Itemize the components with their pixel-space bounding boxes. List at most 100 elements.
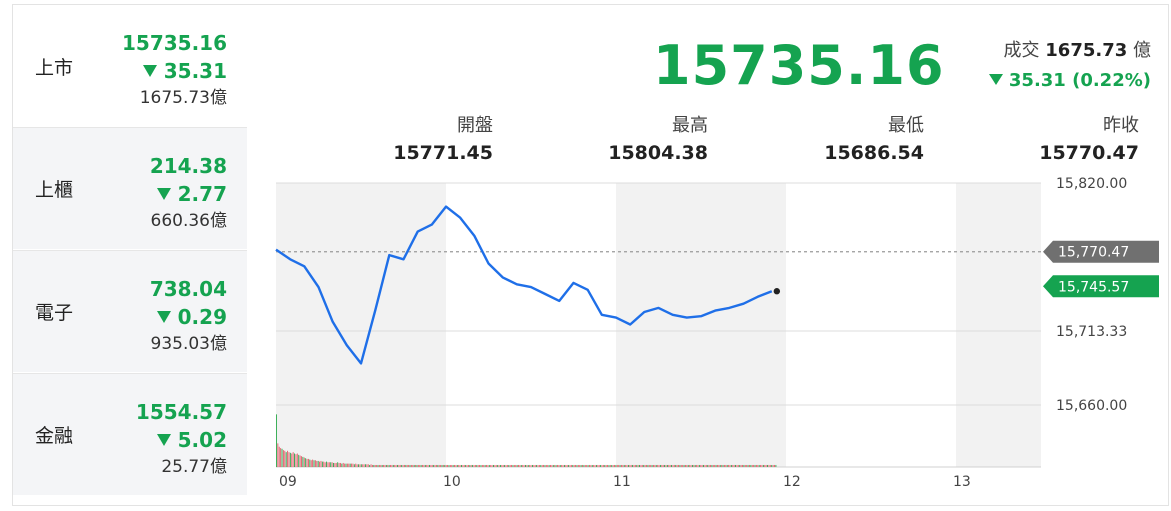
volume-bar — [403, 464, 405, 467]
x-tick-label: 11 — [613, 474, 631, 490]
volume-bar — [309, 459, 311, 467]
volume-bar — [714, 464, 716, 467]
volume-bar — [473, 464, 475, 467]
volume-bar — [583, 464, 585, 467]
volume-bar — [591, 464, 593, 467]
stat-low: 最低 15686.54 — [784, 113, 924, 167]
x-tick-label: 09 — [279, 474, 297, 490]
down-triangle-icon — [142, 64, 157, 77]
index-change: 35.31 — [163, 59, 227, 83]
volume-bar — [367, 464, 369, 467]
volume-bar — [737, 464, 739, 467]
volume-bar — [462, 464, 464, 467]
volume-bar — [536, 464, 538, 467]
volume-bar — [733, 464, 735, 467]
volume-bar — [484, 464, 486, 467]
turnover: 成交 1675.73 億 — [1004, 37, 1151, 65]
volume-bar — [527, 464, 529, 467]
index-name: 電子 — [35, 302, 74, 324]
volume-bar — [455, 464, 457, 467]
volume-bar — [687, 464, 689, 467]
volume-bar — [299, 455, 301, 467]
market-index-widget: 上市 15735.16 35.31 1675.73億 上櫃 214.38 2.7… — [12, 4, 1169, 506]
volume-bar — [461, 464, 462, 467]
volume-bar — [543, 464, 545, 467]
volume-bar — [534, 464, 536, 467]
volume-bar — [289, 452, 291, 467]
stat-label: 最低 — [888, 115, 924, 136]
index-price: 15735.16 — [121, 31, 227, 55]
down-triangle-icon — [156, 187, 171, 200]
volume-bar — [376, 464, 378, 467]
volume-bar — [676, 464, 678, 467]
intraday-chart[interactable]: 15,820.00 15,713.33 15,660.00 09 10 11 12 13 15,… — [13, 5, 1168, 505]
volume-bar — [673, 464, 675, 467]
volume-bar — [607, 464, 609, 467]
volume-bar — [749, 464, 750, 467]
volume-bar — [390, 464, 391, 467]
volume-bar — [764, 464, 766, 467]
stat-high: 最高 15804.38 — [568, 113, 708, 167]
volume-bar — [408, 464, 410, 467]
volume-bar — [650, 464, 652, 467]
volume-bar — [725, 464, 727, 467]
volume-bar — [717, 464, 718, 467]
volume-bar — [644, 464, 646, 467]
volume-bar — [344, 463, 346, 467]
volume-bar — [774, 464, 775, 467]
volume-bar — [715, 464, 717, 467]
volume-bar — [602, 464, 604, 467]
volume-bar — [557, 464, 558, 467]
volume-bar — [586, 464, 588, 467]
volume-bar — [399, 464, 401, 467]
volume-bar — [641, 464, 643, 467]
volume-bar — [301, 456, 302, 467]
volume-bar — [476, 464, 478, 467]
volume-bar — [486, 464, 487, 467]
price-line — [275, 205, 773, 365]
volume-bar — [359, 464, 361, 467]
volume-bar — [579, 464, 581, 467]
volume-bar — [707, 464, 709, 467]
hour-band — [276, 183, 446, 467]
volume-bar — [458, 464, 460, 467]
volume-bar — [415, 464, 417, 467]
volume-bar — [710, 464, 711, 467]
volume-bar — [349, 463, 351, 467]
volume-bar — [352, 463, 354, 467]
volume-bar — [751, 464, 753, 467]
index-item-finance[interactable]: 金融 1554.57 5.02 25.77億 — [13, 373, 247, 495]
volume-bar — [678, 464, 679, 467]
volume-bar — [294, 453, 295, 467]
volume-bar — [533, 464, 535, 467]
volume-bar — [662, 464, 664, 467]
volume-bar — [427, 464, 429, 467]
stat-value: 15804.38 — [608, 142, 708, 164]
index-item-otc[interactable]: 上櫃 214.38 2.77 660.36億 — [13, 127, 247, 249]
index-item-listed[interactable]: 上市 15735.16 35.31 1675.73億 — [13, 5, 247, 127]
volume-bar — [341, 463, 343, 467]
volume-bar — [416, 464, 418, 467]
volume-bar — [530, 464, 532, 467]
volume-bar — [394, 464, 396, 467]
volume-bar — [333, 462, 334, 467]
volume-bar — [565, 464, 567, 467]
y-tick-label: 15,713.33 — [1056, 324, 1127, 340]
index-name: 金融 — [35, 425, 74, 447]
volume-bar — [661, 464, 663, 467]
volume-bar — [568, 464, 570, 467]
stat-label: 昨收 — [1103, 115, 1139, 136]
volume-bar — [480, 464, 482, 467]
volume-bar — [365, 464, 366, 467]
turnover-label: 成交 — [1003, 40, 1040, 61]
volume-bar — [287, 450, 289, 467]
volume-bar — [317, 460, 319, 467]
volume-bar — [401, 464, 403, 467]
volume-bar — [326, 461, 327, 467]
index-item-electronics[interactable]: 電子 738.04 0.29 935.03億 — [13, 250, 247, 372]
hour-band — [616, 183, 786, 467]
volume-bar — [302, 456, 304, 467]
volume-bar — [744, 464, 746, 467]
volume-bar — [444, 464, 446, 467]
volume-bar — [495, 464, 497, 467]
